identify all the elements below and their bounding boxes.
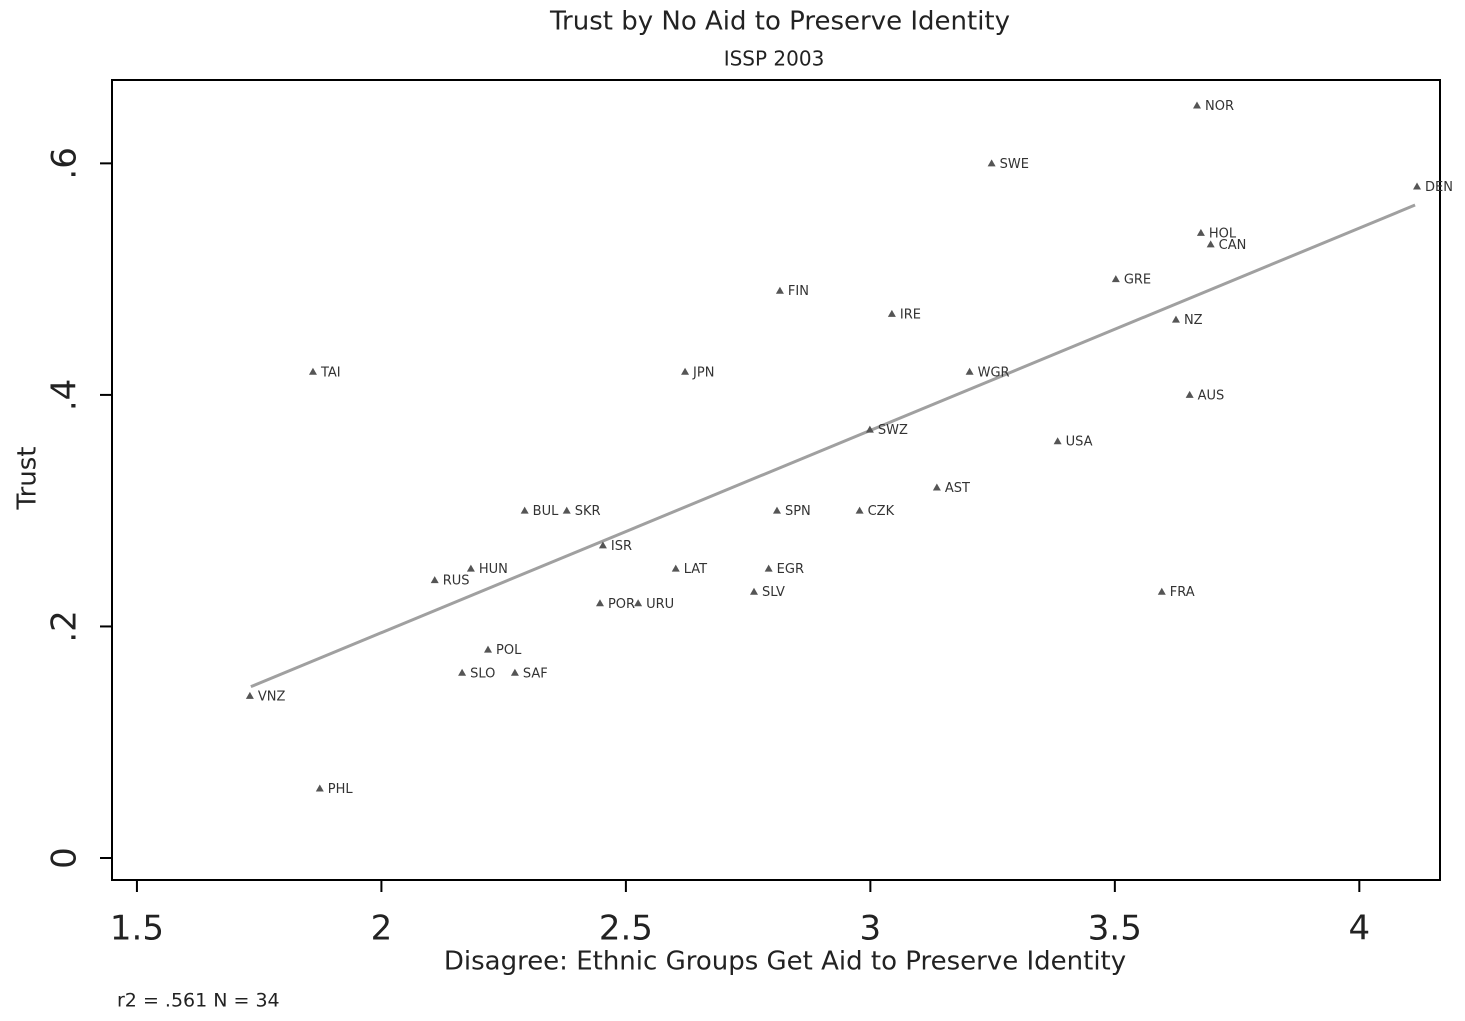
point-label: SWZ xyxy=(878,423,908,438)
point-label: FRA xyxy=(1170,585,1195,600)
point-label: CAN xyxy=(1219,238,1247,253)
point-label: HOL xyxy=(1209,226,1237,241)
point xyxy=(764,564,773,572)
point xyxy=(671,564,680,572)
y-tick-label: .4 xyxy=(45,379,85,411)
point xyxy=(634,599,643,607)
point xyxy=(510,668,519,676)
point xyxy=(887,309,896,317)
point-label: EGR xyxy=(777,562,804,577)
point-label: TAI xyxy=(320,365,341,380)
point-label: AST xyxy=(945,481,970,496)
point-label: SLV xyxy=(762,585,785,600)
point-label: SAF xyxy=(523,666,548,681)
point xyxy=(775,286,784,294)
x-tick-label: 3 xyxy=(860,909,882,949)
fit-note: r2 = .561 N = 34 xyxy=(117,990,280,1012)
point xyxy=(484,645,493,653)
point xyxy=(1192,101,1201,109)
point-label: CZK xyxy=(868,504,895,519)
point-label: WGR xyxy=(978,365,1010,380)
fit-line xyxy=(250,203,1416,689)
point xyxy=(315,784,324,792)
point-label: SPN xyxy=(785,504,811,519)
point-label: BUL xyxy=(533,504,559,519)
point xyxy=(308,367,317,375)
point xyxy=(965,367,974,375)
point xyxy=(1171,315,1180,323)
x-tick-label: 2.5 xyxy=(599,909,653,949)
point xyxy=(520,506,529,514)
point xyxy=(749,587,758,595)
point-label: DEN xyxy=(1425,180,1453,195)
point-label: IRE xyxy=(900,307,921,322)
point-label: GRE xyxy=(1124,273,1151,288)
point xyxy=(1185,390,1194,398)
point-label: POR xyxy=(608,597,635,612)
point xyxy=(987,159,996,167)
point-label: ISR xyxy=(611,539,632,554)
y-axis-label: Trust xyxy=(13,447,43,511)
point-label: POL xyxy=(496,643,522,658)
point xyxy=(772,506,781,514)
point xyxy=(1157,587,1166,595)
point xyxy=(1111,275,1120,283)
x-axis-label: Disagree: Ethnic Groups Get Aid to Prese… xyxy=(444,947,1126,977)
point xyxy=(466,564,475,572)
point-label: SLO xyxy=(470,666,495,681)
x-tick-label: 4 xyxy=(1349,909,1371,949)
point xyxy=(1413,182,1422,190)
y-tick-label: .6 xyxy=(45,147,85,179)
point-label: PHL xyxy=(328,782,354,797)
x-tick-label: 3.5 xyxy=(1088,909,1142,949)
point-label: FIN xyxy=(788,284,809,299)
point xyxy=(1053,437,1062,445)
point xyxy=(598,541,607,549)
point-label: JPN xyxy=(692,365,714,380)
y-tick-label: 0 xyxy=(45,847,85,869)
point-label: RUS xyxy=(443,574,470,589)
y-tick-label: .2 xyxy=(45,610,85,642)
point xyxy=(245,691,254,699)
point xyxy=(1206,240,1215,248)
point-label: LAT xyxy=(684,562,707,577)
point-label: NOR xyxy=(1205,99,1234,114)
x-tick-label: 2 xyxy=(371,909,393,949)
point xyxy=(595,599,604,607)
point-label: USA xyxy=(1066,435,1093,450)
point xyxy=(430,576,439,584)
point xyxy=(1196,228,1205,236)
point-label: HUN xyxy=(479,562,508,577)
point xyxy=(855,506,864,514)
point-label: VNZ xyxy=(258,689,286,704)
point-label: URU xyxy=(646,597,674,612)
point-label: AUS xyxy=(1198,388,1225,403)
point-label: SWE xyxy=(1000,157,1029,172)
point-label: SKR xyxy=(575,504,601,519)
point xyxy=(865,425,874,433)
point xyxy=(458,668,467,676)
point-label: NZ xyxy=(1184,313,1203,328)
x-tick-label: 1.5 xyxy=(110,909,164,949)
point xyxy=(932,483,941,491)
point xyxy=(681,367,690,375)
chart-title: Trust by No Aid to Preserve Identity xyxy=(549,7,1010,37)
plot-frame xyxy=(111,79,1441,881)
chart-subtitle: ISSP 2003 xyxy=(724,47,825,71)
point xyxy=(562,506,571,514)
